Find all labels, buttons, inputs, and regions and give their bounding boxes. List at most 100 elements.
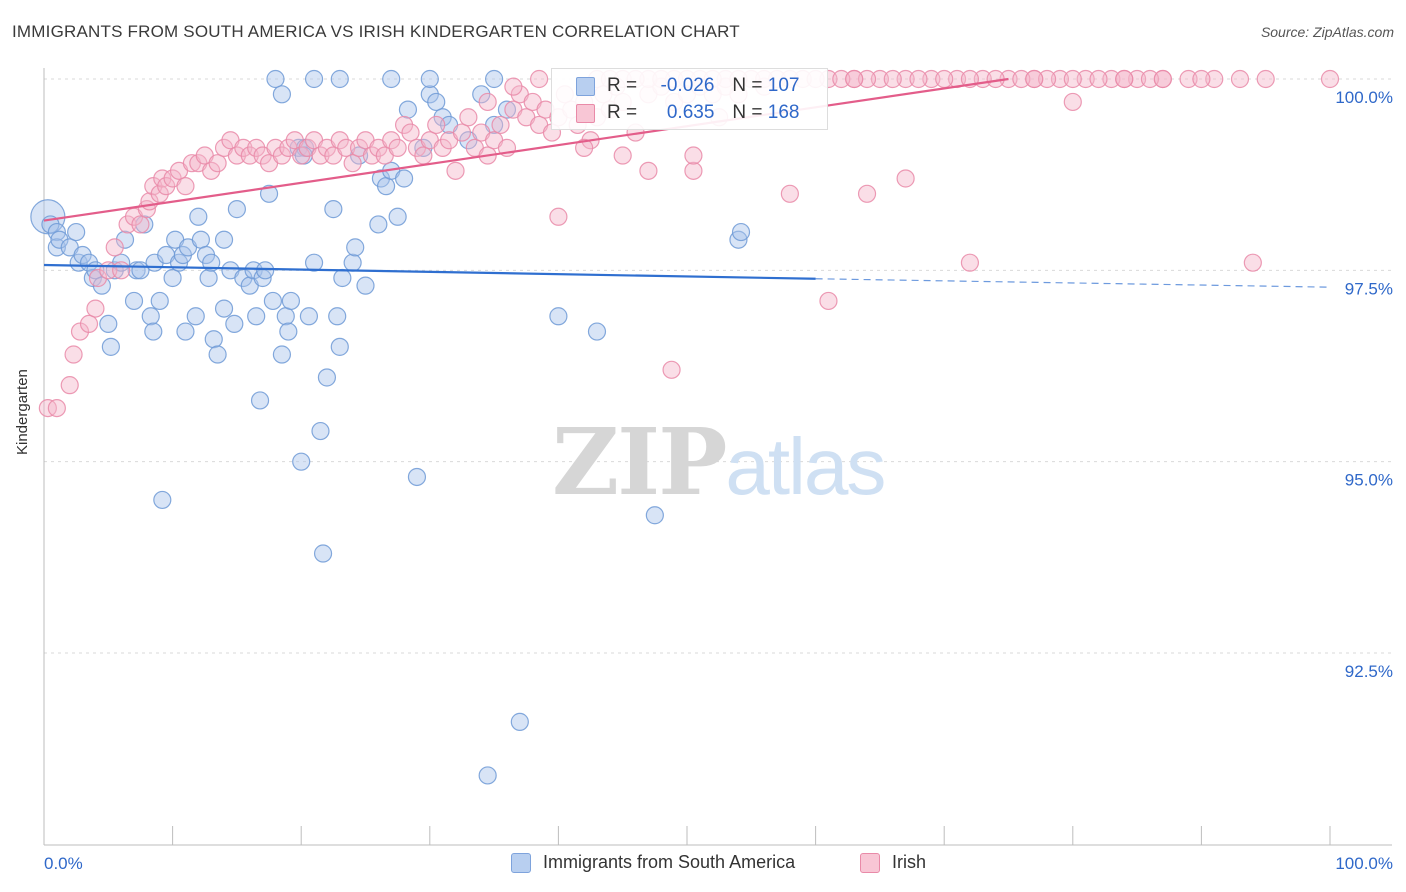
series-immigrants-points	[30, 69, 751, 785]
data-point	[199, 268, 218, 288]
axis-tick-labels: 92.5% 95.0% 97.5% 100.0% 0.0% 100.0%	[44, 88, 1393, 873]
data-point	[857, 69, 877, 89]
legend-row-irish: R = 0.635 N = 168	[576, 102, 799, 124]
data-point	[337, 138, 356, 157]
legend-item-irish[interactable]: Irish	[860, 852, 926, 873]
data-point	[388, 207, 407, 226]
data-point	[324, 200, 343, 219]
series-legend: Immigrants from South America Irish	[0, 852, 1406, 876]
data-point	[191, 230, 210, 249]
data-point	[163, 268, 182, 288]
y-axis-label: Kindergarten	[14, 369, 31, 455]
data-point	[369, 215, 388, 234]
data-point	[272, 85, 292, 104]
data-point	[115, 230, 135, 249]
legend-n-label: N =	[732, 102, 763, 123]
data-point	[407, 467, 427, 487]
data-point	[1076, 69, 1095, 89]
data-point	[153, 490, 172, 510]
watermark-zip: ZIP	[552, 408, 727, 516]
data-point	[333, 268, 352, 288]
data-point	[189, 207, 208, 226]
data-point	[144, 322, 163, 341]
data-point	[1140, 69, 1160, 89]
data-point	[131, 215, 150, 234]
data-point	[935, 69, 954, 89]
data-point	[67, 222, 86, 242]
data-point	[870, 69, 890, 89]
data-point	[491, 115, 510, 135]
legend-row-immigrants: R = -0.026 N = 107	[576, 75, 799, 97]
legend-label-immigrants: Immigrants from South America	[543, 852, 796, 872]
data-point	[857, 184, 877, 203]
data-point	[1153, 69, 1172, 89]
data-point	[960, 253, 980, 272]
data-point	[1063, 92, 1082, 112]
data-point	[549, 307, 568, 326]
data-point	[112, 261, 131, 280]
trend-line-immigrants	[43, 263, 816, 280]
data-point	[896, 69, 915, 89]
data-point	[208, 345, 227, 364]
data-point	[343, 253, 362, 272]
data-point	[250, 391, 270, 410]
data-point	[896, 169, 915, 188]
data-point	[485, 69, 504, 89]
data-point	[1205, 69, 1224, 89]
data-point	[398, 100, 418, 119]
data-point	[330, 337, 349, 356]
data-point	[780, 184, 799, 203]
y-tick-label: 100.0%	[1335, 88, 1393, 107]
data-point	[1089, 69, 1108, 89]
legend-r-value: 0.635	[666, 102, 715, 123]
data-point	[1256, 69, 1275, 89]
source-label: Source: ZipAtlas.com	[1260, 24, 1394, 40]
data-point	[330, 69, 349, 89]
data-point	[356, 276, 375, 295]
data-point	[684, 161, 703, 180]
legend-item-immigrants[interactable]: Immigrants from South America	[511, 852, 795, 873]
data-point	[731, 222, 751, 242]
data-point	[427, 92, 446, 112]
y-tick-label: 92.5%	[1345, 662, 1393, 681]
legend-label-irish: Irish	[892, 852, 927, 872]
legend-n-value: 107	[767, 75, 800, 96]
data-point	[304, 253, 324, 272]
data-point	[141, 307, 160, 326]
data-point	[394, 169, 414, 188]
data-point	[1025, 69, 1044, 89]
y-tick-label: 97.5%	[1345, 279, 1393, 298]
legend-swatch-blue	[511, 852, 531, 873]
data-point	[645, 506, 664, 525]
data-point	[684, 146, 703, 165]
data-point	[281, 291, 301, 311]
data-point	[427, 115, 446, 135]
watermark: ZIPatlas	[552, 408, 886, 516]
legend-n-label: N =	[732, 75, 763, 96]
data-point	[845, 69, 864, 89]
data-point	[247, 307, 266, 326]
data-point	[225, 314, 244, 334]
chart-title: IMMIGRANTS FROM SOUTH AMERICA VS IRISH K…	[12, 22, 740, 41]
data-point	[176, 177, 195, 196]
data-point	[1127, 69, 1147, 89]
data-point	[311, 421, 330, 441]
data-point	[346, 238, 365, 257]
data-point	[530, 69, 549, 89]
data-point	[214, 299, 234, 318]
legend-r-value: -0.026	[660, 75, 715, 96]
data-point	[263, 291, 283, 311]
legend-swatch-pink	[860, 852, 880, 873]
data-point	[328, 307, 347, 326]
data-point	[1063, 69, 1082, 89]
data-point	[446, 161, 465, 180]
data-point	[1320, 69, 1340, 89]
data-point	[79, 314, 99, 334]
data-point	[176, 322, 195, 341]
data-point	[1102, 69, 1121, 89]
data-point	[88, 268, 108, 288]
data-point	[186, 307, 205, 326]
x-tick-label: 0.0%	[44, 854, 83, 873]
data-point	[388, 138, 407, 157]
data-point	[1050, 69, 1070, 89]
